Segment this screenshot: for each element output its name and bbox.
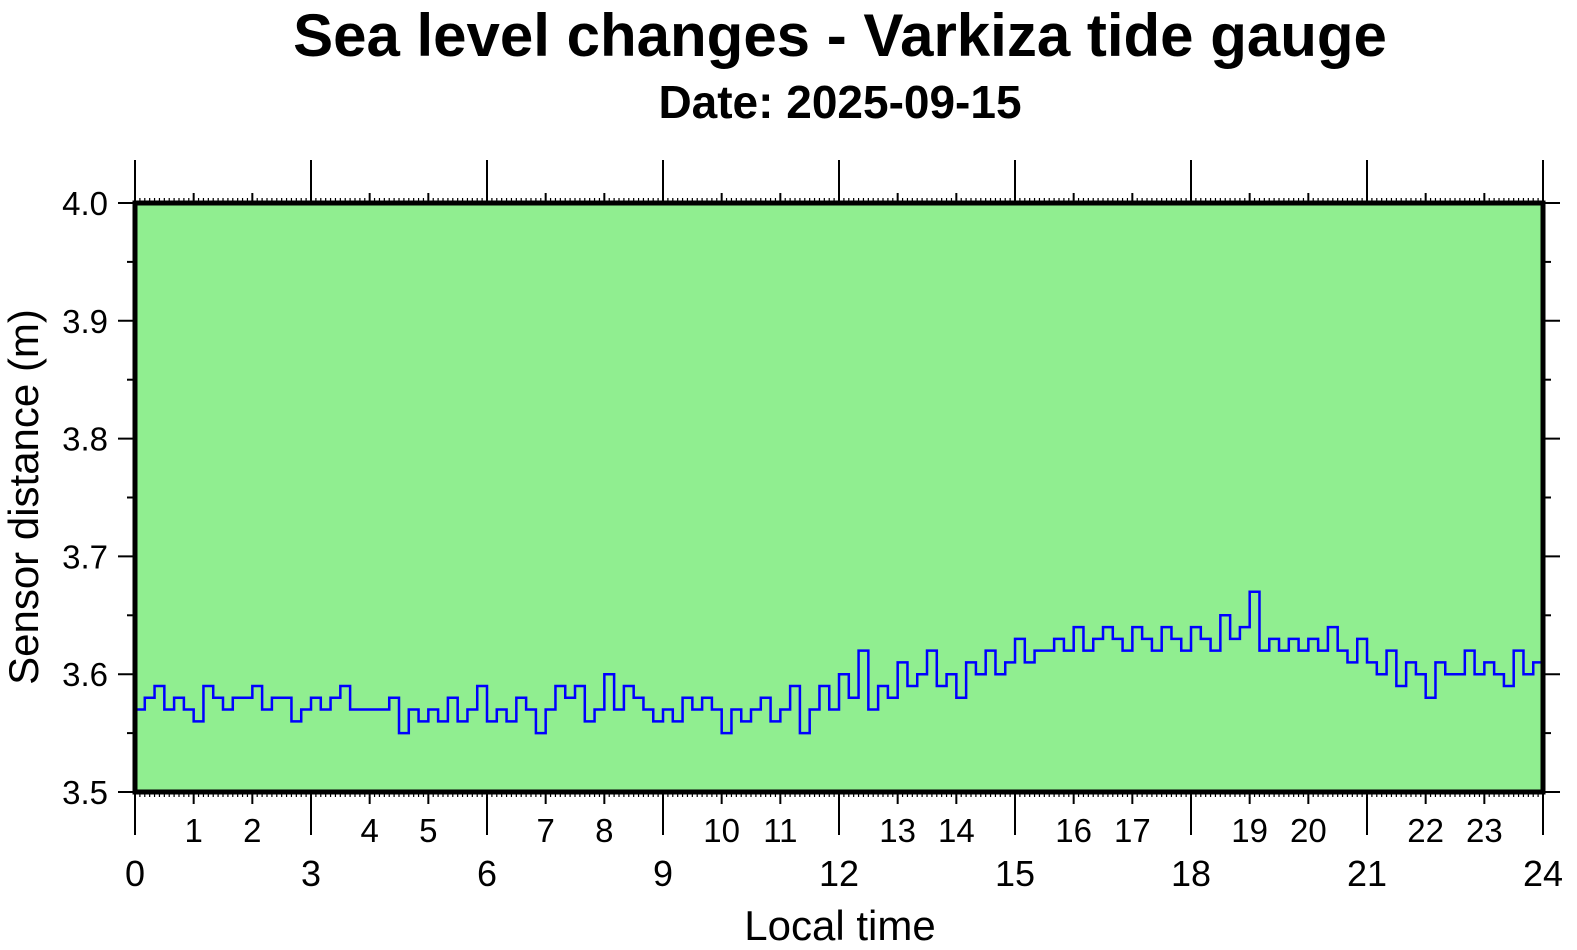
- x-tick-label: 14: [938, 812, 975, 849]
- x-tick-label: 13: [879, 812, 916, 849]
- x-tick-label: 0: [125, 853, 145, 894]
- x-tick-label: 16: [1055, 812, 1092, 849]
- x-tick-label: 23: [1466, 812, 1503, 849]
- x-tick-label: 5: [419, 812, 437, 849]
- x-tick-label: 21: [1347, 853, 1387, 894]
- y-tick-label: 3.5: [62, 774, 108, 811]
- x-tick-label: 10: [703, 812, 740, 849]
- x-tick-label: 20: [1290, 812, 1327, 849]
- x-tick-label: 24: [1523, 853, 1563, 894]
- x-tick-label: 3: [301, 853, 321, 894]
- series-line: [135, 590, 1545, 735]
- y-tick-label: 3.6: [62, 656, 108, 693]
- x-tick-label: 4: [360, 812, 378, 849]
- chart-subtitle: Date: 2025-09-15: [658, 76, 1021, 128]
- x-tick-label: 1: [184, 812, 202, 849]
- chart-title: Sea level changes - Varkiza tide gauge: [293, 2, 1387, 69]
- x-tick-label: 22: [1407, 812, 1444, 849]
- x-tick-label: 2: [243, 812, 261, 849]
- x-tick-label: 18: [1171, 853, 1211, 894]
- y-axis-label: Sensor distance (m): [0, 309, 47, 685]
- x-tick-label: 19: [1231, 812, 1268, 849]
- x-tick-label: 9: [653, 853, 673, 894]
- x-tick-label: 17: [1114, 812, 1151, 849]
- y-tick-label: 3.8: [62, 421, 108, 458]
- plot-frame: [132, 200, 1546, 795]
- y-tick-label: 3.9: [62, 303, 108, 340]
- x-tick-label: 7: [536, 812, 554, 849]
- x-tick-label: 11: [763, 812, 797, 849]
- x-axis-label: Local time: [744, 902, 935, 949]
- x-tick-label: 15: [995, 853, 1035, 894]
- x-tick-label: 8: [595, 812, 613, 849]
- x-tick-label: 6: [477, 853, 497, 894]
- y-tick-label: 4.0: [62, 185, 108, 222]
- x-tick-label: 12: [819, 853, 859, 894]
- y-tick-label: 3.7: [62, 538, 108, 575]
